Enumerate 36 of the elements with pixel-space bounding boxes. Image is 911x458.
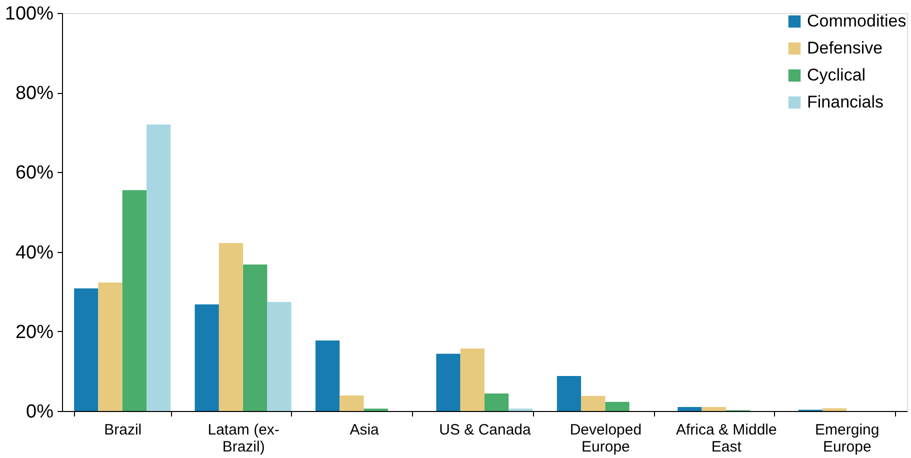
bar [316, 340, 340, 411]
x-tick-label: Brazil [104, 422, 142, 438]
bar [678, 407, 702, 411]
y-tick-label: 80% [15, 83, 54, 104]
bar [74, 288, 98, 411]
y-tick-label: 0% [26, 402, 54, 422]
legend-label: Financials [807, 92, 884, 112]
x-tick-label: Asia [350, 422, 380, 438]
x-tick-label: Latam (ex- Brazil) [208, 422, 280, 456]
bar [581, 396, 606, 411]
bar [556, 376, 582, 411]
bar [484, 393, 509, 411]
legend-label: Commodities [807, 12, 906, 30]
legend-label: Defensive [807, 38, 883, 58]
bar [436, 354, 460, 411]
bar [218, 243, 244, 411]
bar [146, 124, 171, 411]
bar [460, 348, 484, 411]
bar [194, 304, 219, 411]
bar [340, 395, 364, 411]
bar [122, 190, 146, 411]
y-tick-label: 100% [4, 4, 54, 24]
y-tick-label: 40% [15, 242, 54, 264]
y-tick-label: 60% [15, 162, 54, 184]
x-tick-label: US & Canada [439, 422, 532, 438]
bar [267, 302, 292, 411]
x-tick-label: Developed Europe [570, 422, 642, 456]
legend-label: Cyclical [807, 66, 866, 84]
bar [702, 407, 726, 411]
x-tick-label: Africa & Middle East [676, 422, 777, 456]
y-tick-label: 20% [15, 322, 54, 343]
bar [243, 264, 268, 411]
bar [822, 408, 847, 411]
bar [605, 402, 630, 411]
bar [98, 282, 122, 411]
x-tick-label: Emerging Europe [815, 422, 880, 456]
